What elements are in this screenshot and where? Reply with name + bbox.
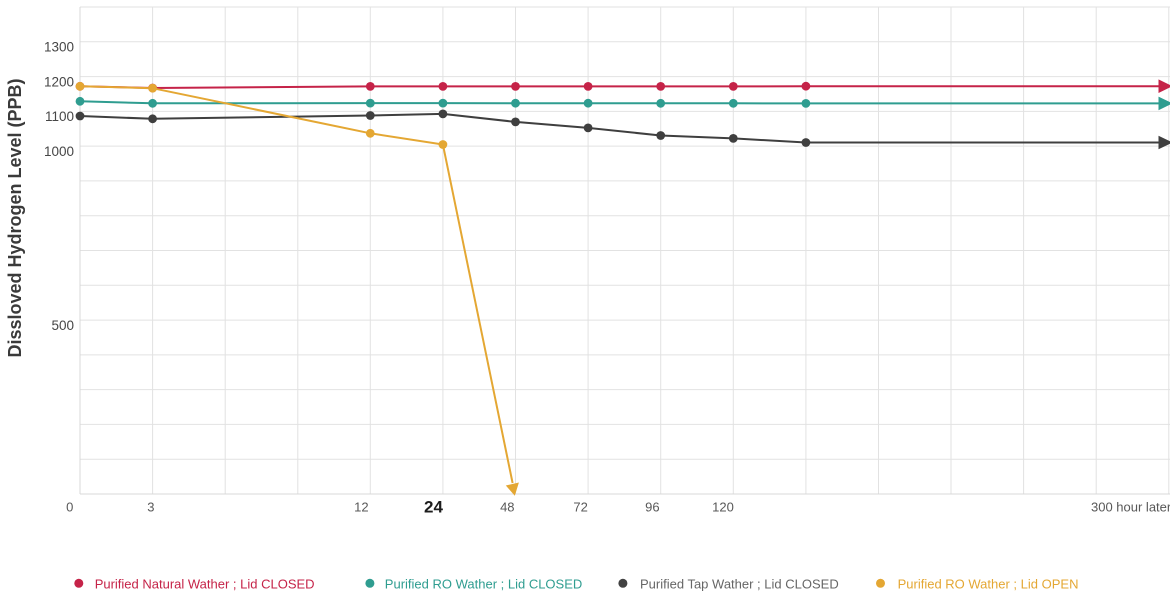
svg-text:1000: 1000 xyxy=(44,144,74,159)
svg-text:500: 500 xyxy=(51,318,74,333)
svg-text:300 hour later: 300 hour later xyxy=(1091,500,1170,515)
svg-text:Purified RO Wather ; Lid CLOSE: Purified RO Wather ; Lid CLOSED xyxy=(385,577,582,592)
svg-text:1300: 1300 xyxy=(44,40,74,55)
svg-text:3: 3 xyxy=(147,500,154,515)
svg-text:1200: 1200 xyxy=(44,74,74,89)
svg-text:0: 0 xyxy=(66,500,73,515)
svg-text:Purified Natural Wather ; Lid: Purified Natural Wather ; Lid CLOSED xyxy=(95,577,315,592)
svg-text:12: 12 xyxy=(354,500,368,515)
svg-text:Purified Tap Wather ; Lid CLOS: Purified Tap Wather ; Lid CLOSED xyxy=(640,577,839,592)
svg-text:120: 120 xyxy=(712,500,734,515)
svg-text:1100: 1100 xyxy=(45,109,74,124)
svg-text:48: 48 xyxy=(500,500,514,515)
svg-text:Purified RO Wather ; Lid OPEN: Purified RO Wather ; Lid OPEN xyxy=(898,577,1079,592)
svg-text:Dissloved Hydrogen Level (PPB): Dissloved Hydrogen Level (PPB) xyxy=(5,78,25,357)
svg-text:96: 96 xyxy=(645,500,659,515)
svg-text:72: 72 xyxy=(573,500,587,515)
svg-text:24: 24 xyxy=(424,498,443,517)
